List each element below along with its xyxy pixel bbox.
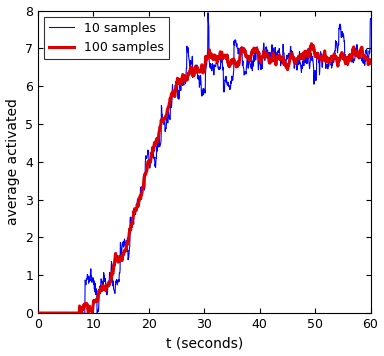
10 samples xyxy=(148,163,152,168)
Line: 100 samples: 100 samples xyxy=(38,44,371,313)
100 samples xyxy=(217,54,222,58)
100 samples xyxy=(36,311,40,315)
100 samples xyxy=(80,306,84,310)
Y-axis label: average activated: average activated xyxy=(5,98,20,225)
10 samples xyxy=(206,11,210,15)
Line: 10 samples: 10 samples xyxy=(38,13,371,313)
X-axis label: t (seconds): t (seconds) xyxy=(166,336,243,350)
100 samples xyxy=(180,74,184,79)
10 samples xyxy=(80,311,84,315)
100 samples xyxy=(92,299,96,304)
10 samples xyxy=(211,67,215,71)
10 samples xyxy=(368,16,373,21)
Legend: 10 samples, 100 samples: 10 samples, 100 samples xyxy=(44,17,169,59)
100 samples xyxy=(368,58,373,62)
10 samples xyxy=(92,278,96,283)
100 samples xyxy=(309,42,314,46)
100 samples xyxy=(210,54,215,59)
10 samples xyxy=(180,80,184,85)
10 samples xyxy=(36,311,40,315)
100 samples xyxy=(148,161,152,165)
10 samples xyxy=(218,65,222,69)
